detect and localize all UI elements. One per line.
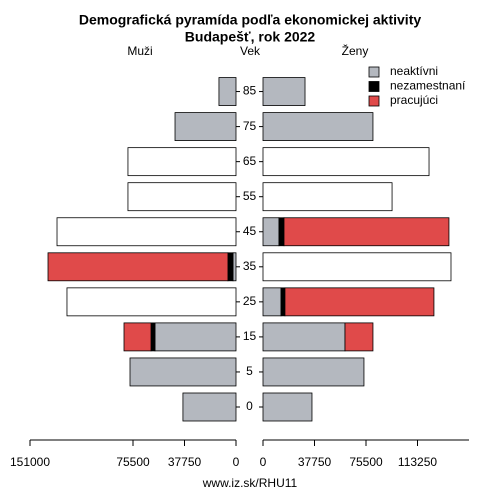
source: www.iz.sk/RHU11 bbox=[202, 476, 298, 490]
bar-female bbox=[262, 357, 365, 387]
bar-female bbox=[262, 252, 452, 282]
x-tick-label: 37750 bbox=[168, 455, 202, 469]
legend-label: pracujúci bbox=[390, 93, 438, 107]
x-tick-label: 113250 bbox=[398, 455, 437, 469]
bar-male bbox=[150, 322, 156, 352]
legend-swatch bbox=[368, 95, 380, 107]
age-label: 55 bbox=[243, 189, 257, 203]
bar-female bbox=[280, 287, 286, 317]
age-label: 25 bbox=[243, 294, 257, 308]
bar-male bbox=[154, 322, 237, 352]
legend-label: neaktívni bbox=[390, 64, 438, 78]
x-tick-label: 37750 bbox=[298, 455, 332, 469]
bar-male bbox=[56, 217, 237, 247]
chart-title: Demografická pyramída podľa ekonomickej … bbox=[79, 12, 422, 28]
age-label: 15 bbox=[243, 329, 257, 343]
bar-female bbox=[262, 112, 374, 141]
left-label: Muži bbox=[127, 44, 152, 58]
bar-female bbox=[262, 147, 430, 177]
bar-female bbox=[283, 217, 450, 247]
bar-female bbox=[344, 322, 374, 352]
bar-male bbox=[227, 252, 234, 282]
bar-female bbox=[262, 287, 282, 317]
bar-male bbox=[129, 357, 237, 387]
legend-swatch bbox=[368, 66, 380, 78]
bar-male bbox=[127, 182, 237, 212]
x-tick-label: 75500 bbox=[349, 455, 383, 469]
x-tick-label: 0 bbox=[233, 455, 240, 469]
bar-female bbox=[278, 217, 285, 247]
x-tick-label: 75500 bbox=[116, 455, 150, 469]
age-label: 65 bbox=[243, 154, 257, 168]
age-label: 35 bbox=[243, 259, 257, 273]
bar-male bbox=[182, 392, 237, 422]
bar-female bbox=[284, 287, 435, 317]
x-tick-label: 0 bbox=[260, 455, 267, 469]
x-tick-label: 151000 bbox=[10, 455, 50, 469]
bar-male bbox=[218, 77, 237, 106]
chart-subtitle: Budapešť, rok 2022 bbox=[185, 29, 316, 45]
age-label: 5 bbox=[246, 364, 253, 378]
bar-female bbox=[262, 322, 346, 352]
bar-male bbox=[66, 287, 237, 317]
bar-male bbox=[123, 322, 152, 352]
bar-male bbox=[174, 112, 237, 141]
bar-female bbox=[262, 217, 280, 247]
bar-male bbox=[47, 252, 229, 282]
legend-swatch bbox=[368, 81, 380, 92]
age-label: 75 bbox=[243, 119, 257, 133]
bar-female bbox=[262, 77, 306, 106]
bar-female bbox=[262, 392, 313, 422]
age-label: 85 bbox=[243, 84, 257, 98]
age-label: 0 bbox=[246, 399, 253, 413]
right-label: Ženy bbox=[342, 43, 369, 58]
bar-male bbox=[232, 252, 237, 282]
legend-label: nezamestnaní bbox=[390, 79, 466, 93]
bar-female bbox=[262, 182, 393, 212]
center-label: Vek bbox=[240, 44, 261, 58]
age-label: 45 bbox=[243, 224, 257, 238]
bar-male bbox=[127, 147, 237, 177]
